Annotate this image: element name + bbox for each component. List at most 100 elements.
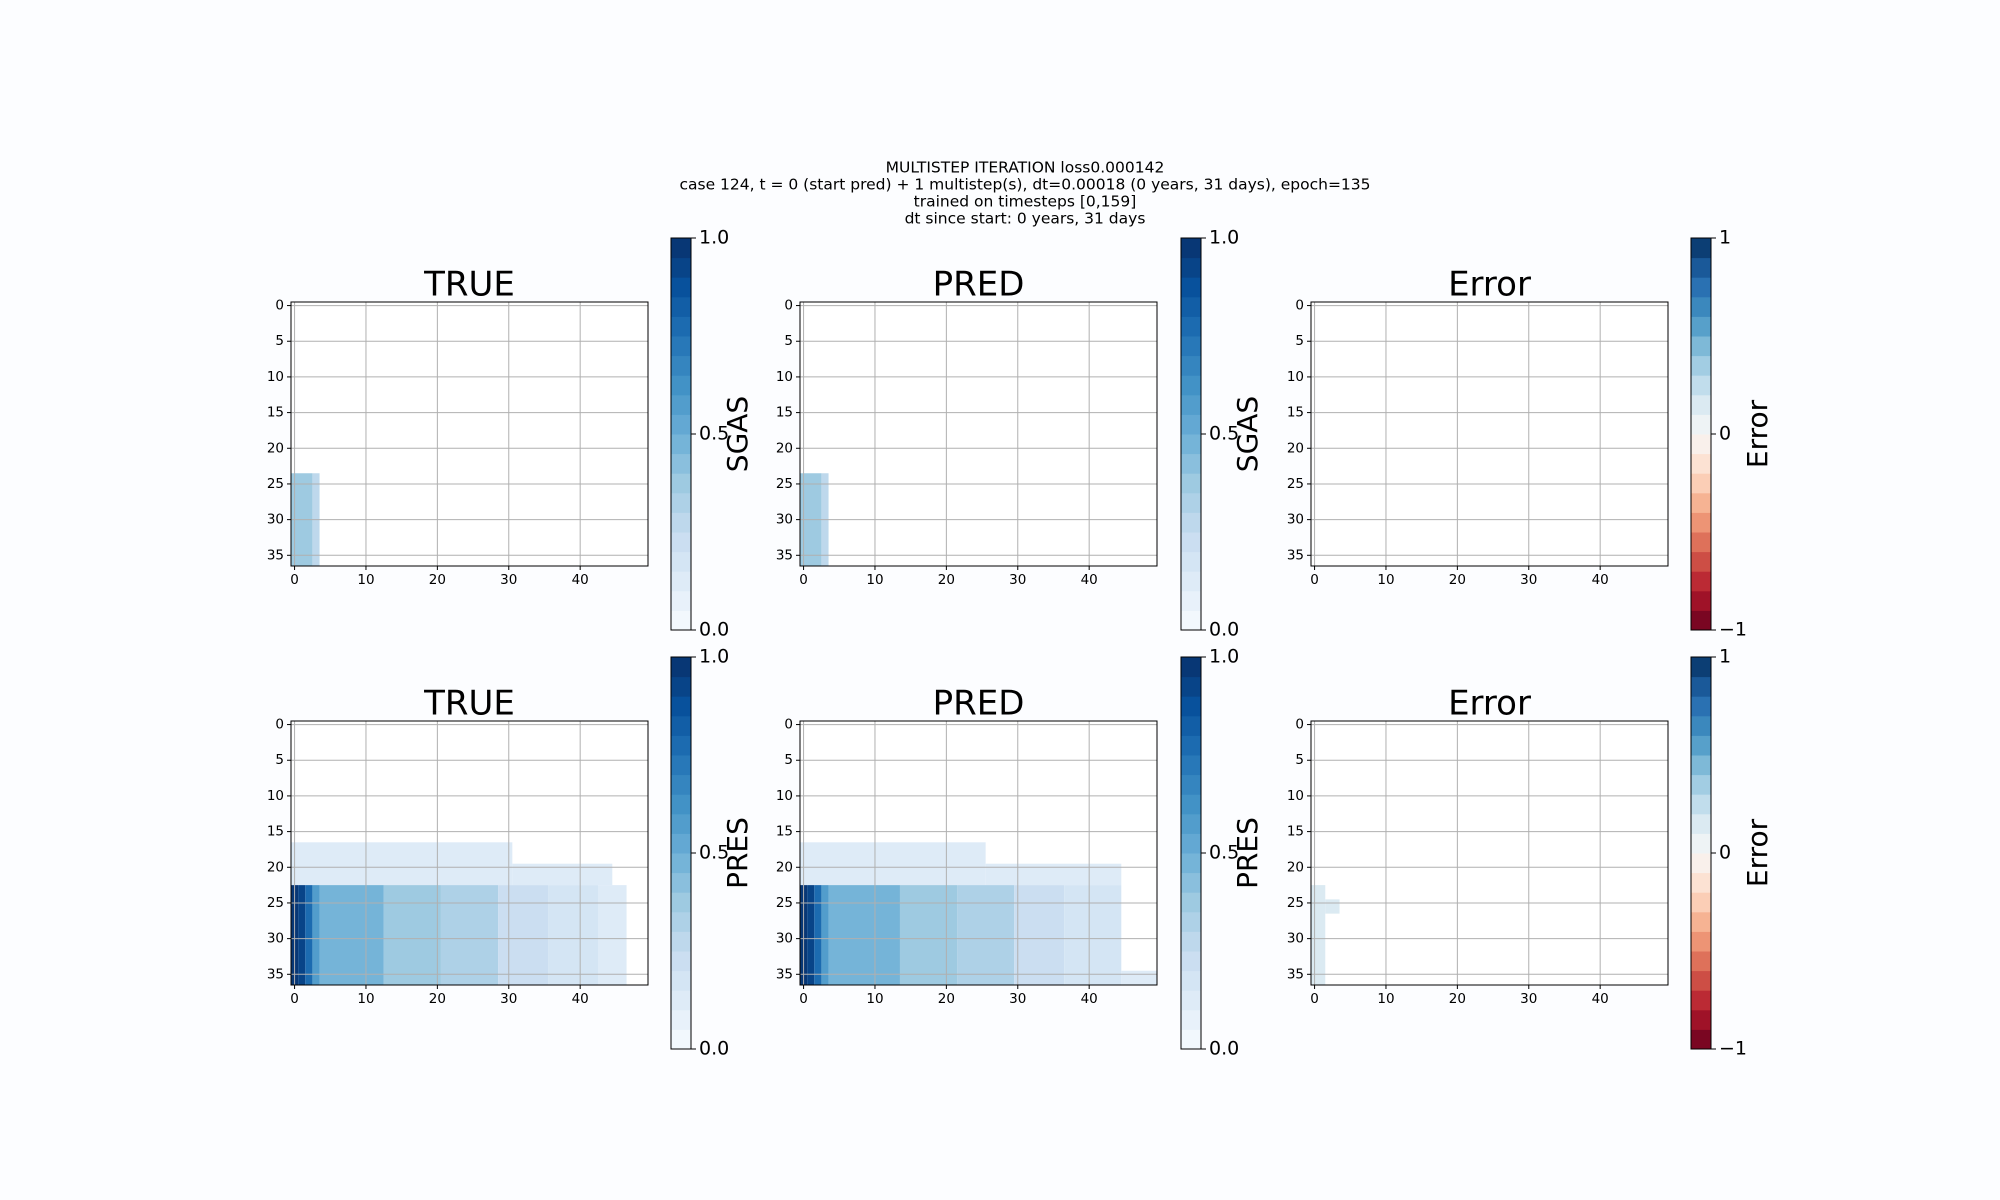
colorbar-step xyxy=(671,794,691,815)
cells xyxy=(800,842,1157,985)
colorbar-step xyxy=(1691,853,1711,874)
x-tick-label: 40 xyxy=(572,572,589,588)
colorbar-step xyxy=(1181,414,1201,435)
y-tick-label: 30 xyxy=(776,512,793,528)
colorbar-step xyxy=(1181,951,1201,972)
colorbar-step xyxy=(671,676,691,697)
colorbar-step xyxy=(671,931,691,952)
colorbar-step xyxy=(671,735,691,756)
colorbar-step xyxy=(671,1029,691,1050)
axes-background xyxy=(1311,302,1668,566)
x-tick-label: 20 xyxy=(938,991,955,1007)
cell xyxy=(598,885,627,985)
x-tick-label: 40 xyxy=(1592,991,1609,1007)
cell xyxy=(298,885,306,985)
colorbar-step xyxy=(671,610,691,631)
x-tick-label: 40 xyxy=(572,991,589,1007)
y-tick-label: 15 xyxy=(267,824,284,840)
colorbar-step xyxy=(1181,610,1201,631)
colorbar-step xyxy=(1691,296,1711,317)
colorbar-step xyxy=(1691,590,1711,611)
colorbar-step xyxy=(671,813,691,834)
y-tick-label: 0 xyxy=(1295,298,1304,314)
colorbar-step xyxy=(1181,696,1201,717)
colorbar-tick-label: 1 xyxy=(1719,227,1731,249)
x-tick-label: 40 xyxy=(1592,572,1609,588)
colorbar-step xyxy=(1181,892,1201,913)
cell xyxy=(512,863,613,886)
colorbar-step xyxy=(1691,794,1711,815)
x-tick-label: 0 xyxy=(1310,991,1319,1007)
colorbar-step xyxy=(671,394,691,415)
axes-frame xyxy=(1310,301,1669,567)
axes-frame xyxy=(799,301,1158,567)
colorbar-step xyxy=(1181,394,1201,415)
y-tick-label: 20 xyxy=(776,440,793,456)
x-tick-label: 20 xyxy=(938,572,955,588)
colorbar-step xyxy=(1691,473,1711,494)
colorbar-step xyxy=(1691,551,1711,572)
colorbar-step xyxy=(671,492,691,513)
y-tick-label: 5 xyxy=(275,333,284,349)
colorbar-step xyxy=(671,296,691,317)
colorbar-label: Error xyxy=(1741,818,1774,887)
colorbar-tick-label: 1 xyxy=(1719,646,1731,668)
colorbar-step xyxy=(671,512,691,533)
colorbar-step xyxy=(1691,316,1711,337)
colorbar-tick-label: −1 xyxy=(1719,619,1747,641)
cell xyxy=(383,885,441,985)
cell xyxy=(312,885,320,985)
colorbar-tick-label: 0.0 xyxy=(699,619,729,641)
colorbar-step xyxy=(1181,257,1201,278)
colorbar-step xyxy=(1181,794,1201,815)
colorbar-step xyxy=(1181,375,1201,396)
colorbar-step xyxy=(671,951,691,972)
colorbar-tick-label: 0.5 xyxy=(1209,842,1239,864)
colorbar-label: PRES xyxy=(1231,817,1264,889)
x-tick-label: 10 xyxy=(357,572,374,588)
colorbar-step xyxy=(671,532,691,553)
colorbar-step xyxy=(1691,833,1711,854)
cell xyxy=(807,885,815,985)
colorbar-tick-label: 0.0 xyxy=(1209,1038,1239,1060)
x-tick-label: 30 xyxy=(1520,991,1537,1007)
colorbar-step xyxy=(671,473,691,494)
colorbar-tick-label: 1.0 xyxy=(699,646,729,668)
colorbar-tick-label: 0.5 xyxy=(699,423,729,445)
colorbar-label: Error xyxy=(1741,399,1774,468)
y-tick-label: 20 xyxy=(267,440,284,456)
y-tick-label: 35 xyxy=(776,966,793,982)
x-tick-label: 20 xyxy=(429,572,446,588)
colorbar-step xyxy=(1691,872,1711,893)
y-tick-label: 30 xyxy=(1287,931,1304,947)
colorbar-step xyxy=(1691,970,1711,991)
colorbar-step xyxy=(1181,434,1201,455)
x-tick-label: 30 xyxy=(1520,572,1537,588)
y-tick-label: 35 xyxy=(1287,547,1304,563)
colorbar-step xyxy=(1181,813,1201,834)
cell xyxy=(291,842,513,886)
colorbar-tick-label: 1.0 xyxy=(1209,646,1239,668)
colorbar-step xyxy=(1181,336,1201,357)
colorbar-tick-label: 1.0 xyxy=(699,227,729,249)
colorbar-step xyxy=(671,551,691,572)
colorbar-step xyxy=(1691,1009,1711,1030)
colorbar-step xyxy=(1691,610,1711,631)
colorbar-step xyxy=(671,853,691,874)
colorbar-step xyxy=(671,990,691,1011)
panel-title: PRED xyxy=(933,684,1025,724)
y-tick-label: 25 xyxy=(776,476,793,492)
cell xyxy=(548,885,599,985)
y-tick-label: 0 xyxy=(784,298,793,314)
y-tick-label: 0 xyxy=(784,717,793,733)
y-tick-label: 35 xyxy=(1287,966,1304,982)
colorbar-step xyxy=(1691,394,1711,415)
colorbar-step xyxy=(1181,492,1201,513)
colorbar-step xyxy=(671,336,691,357)
y-tick-label: 5 xyxy=(784,333,793,349)
colorbar-step xyxy=(1181,453,1201,474)
y-tick-label: 30 xyxy=(1287,512,1304,528)
colorbar-step xyxy=(671,970,691,991)
colorbar-step xyxy=(671,1009,691,1030)
